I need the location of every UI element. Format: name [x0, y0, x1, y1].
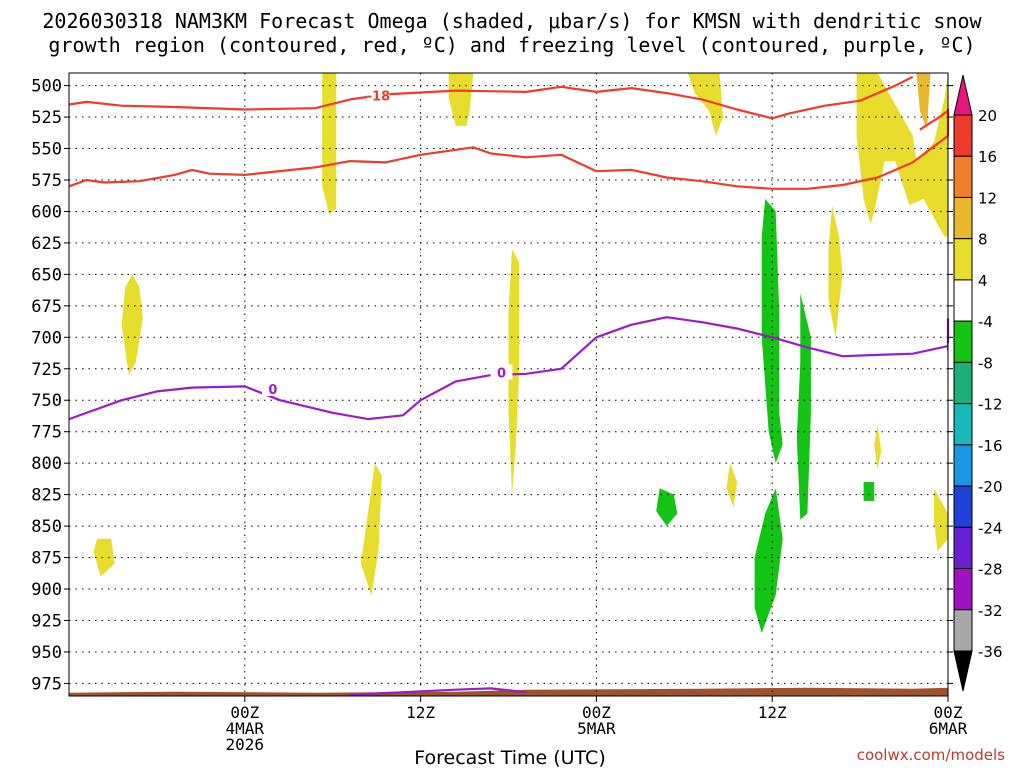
colorbar-label-4: 4	[978, 272, 988, 290]
omega-region-neg-13	[761, 198, 783, 464]
colorbar-box-8	[953, 444, 973, 487]
plot-frame	[68, 72, 949, 697]
colorbar-bottom-arrow	[953, 650, 973, 692]
credit-text: coolwx.com/models	[857, 746, 1005, 764]
omega-region-neg-16	[656, 488, 678, 527]
freezing-label-1-bg	[261, 380, 284, 396]
ground-surface	[69, 687, 948, 696]
dgz-label-bg	[367, 87, 390, 103]
x-axis-label: Forecast Time (UTC)	[414, 747, 605, 768]
chart-title-line-1: 2026030318 NAM3KM Forecast Omega (shaded…	[42, 9, 982, 33]
chart-title-line-2: growth region (contoured, red, ºC) and f…	[48, 33, 975, 57]
freezing-label-2: 0	[497, 367, 506, 382]
y-tick-label-550: 550	[31, 140, 62, 160]
x-tick-label-10-1: 5MAR	[577, 719, 616, 738]
colorbar-box-7	[953, 403, 973, 446]
contour-dgz_upper	[68, 75, 914, 120]
omega-region-pos-6	[93, 538, 115, 577]
colorbar-box-5	[953, 320, 973, 363]
x-tick-label-20-1: 6MAR	[929, 719, 968, 738]
omega-region-neg-15	[796, 293, 811, 520]
colorbar-top-arrow	[953, 74, 973, 116]
omega-region-neg-14	[754, 488, 783, 634]
y-tick-label-975: 975	[31, 674, 62, 694]
y-tick-label-500: 500	[31, 77, 62, 97]
y-tick-label-850: 850	[31, 517, 62, 537]
x-tick-label-20-0: 00Z	[934, 703, 963, 722]
y-tick-label-750: 750	[31, 391, 62, 411]
colorbar-box-3	[953, 238, 973, 281]
omega-region-pos-10	[874, 425, 882, 470]
omega-region-pos-0	[322, 73, 337, 214]
y-tick-label-800: 800	[31, 454, 62, 474]
x-tick-label-0-0: 00Z	[230, 703, 259, 722]
colorbar-label-9: -20	[978, 478, 1003, 496]
y-tick-label-900: 900	[31, 580, 62, 600]
omega-region-pos-3	[856, 73, 948, 237]
y-tick-label-875: 875	[31, 549, 62, 569]
plot-area	[69, 73, 948, 696]
omega-region-pos-8	[508, 249, 519, 495]
colorbar-label-6: -8	[978, 354, 993, 372]
axes: 500 525 550 575 600 625 650 675 700 725 750 775 800 8…	[31, 72, 968, 754]
omega-region-pos-12	[933, 488, 948, 552]
colorbar-box-11	[953, 568, 973, 611]
omega-region-pos-7	[360, 463, 382, 596]
colorbar-box-2	[953, 196, 973, 240]
colorbar-box-1	[953, 155, 973, 198]
colorbar-label-11: -28	[978, 561, 1003, 579]
y-tick-label-575: 575	[31, 171, 62, 191]
omega-region-pos-1	[448, 73, 474, 126]
omega-region-pos-4	[916, 73, 931, 130]
contour-surface_freezing	[350, 687, 527, 696]
omega-region-pos-11	[726, 463, 737, 508]
colorbar-box-12	[953, 609, 973, 652]
colorbar-label-8: -16	[978, 437, 1003, 455]
colorbar-box-0	[953, 114, 973, 157]
freezing-label-2-bg	[490, 364, 513, 380]
y-tick-label-675: 675	[31, 297, 62, 317]
colorbar-label-2: 12	[978, 189, 997, 207]
colorbar-label-1: 16	[978, 148, 997, 166]
colorbar-label-5: -4	[978, 313, 993, 331]
y-tick-label-725: 725	[31, 360, 62, 380]
x-tick-label-15-0: 12Z	[758, 703, 787, 722]
omega-region-neg-17	[863, 482, 875, 501]
colorbar-label-0: 20	[978, 107, 997, 125]
y-tick-label-650: 650	[31, 265, 62, 285]
x-tick-label-10-0: 00Z	[582, 703, 611, 722]
colorbar: 20 16 12 8 4 -4 -8 -12 -16 -20 -24 -28 -32 -36	[953, 74, 1003, 692]
y-tick-label-825: 825	[31, 486, 62, 506]
x-tick-label-0-2: 2026	[226, 735, 265, 754]
y-tick-label-625: 625	[31, 234, 62, 254]
y-tick-label-925: 925	[31, 611, 62, 631]
colorbar-label-12: -32	[978, 602, 1003, 620]
colorbar-label-3: 8	[978, 231, 988, 249]
colorbar-label-7: -12	[978, 396, 1003, 414]
y-tick-label-700: 700	[31, 328, 62, 348]
x-tick-label-5-0: 12Z	[406, 703, 435, 722]
colorbar-box-4	[953, 279, 973, 322]
omega-region-pos-2	[687, 73, 723, 136]
y-tick-label-950: 950	[31, 643, 62, 663]
y-tick-label-775: 775	[31, 423, 62, 443]
colorbar-box-6	[953, 361, 973, 405]
y-tick-label-600: 600	[31, 202, 62, 222]
contour-dgz_lower	[68, 112, 950, 190]
freezing-label-1: 0	[268, 383, 277, 398]
omega-region-pos-9	[828, 205, 843, 338]
dgz-label: -18	[367, 90, 391, 105]
x-tick-label-0-1: 4MAR	[226, 719, 265, 738]
colorbar-box-9	[953, 485, 973, 528]
colorbar-label-13: -36	[978, 643, 1003, 661]
colorbar-label-10: -24	[978, 519, 1003, 537]
omega-region-pos-5	[121, 274, 143, 376]
y-tick-label-525: 525	[31, 108, 62, 128]
colorbar-box-10	[953, 526, 973, 570]
